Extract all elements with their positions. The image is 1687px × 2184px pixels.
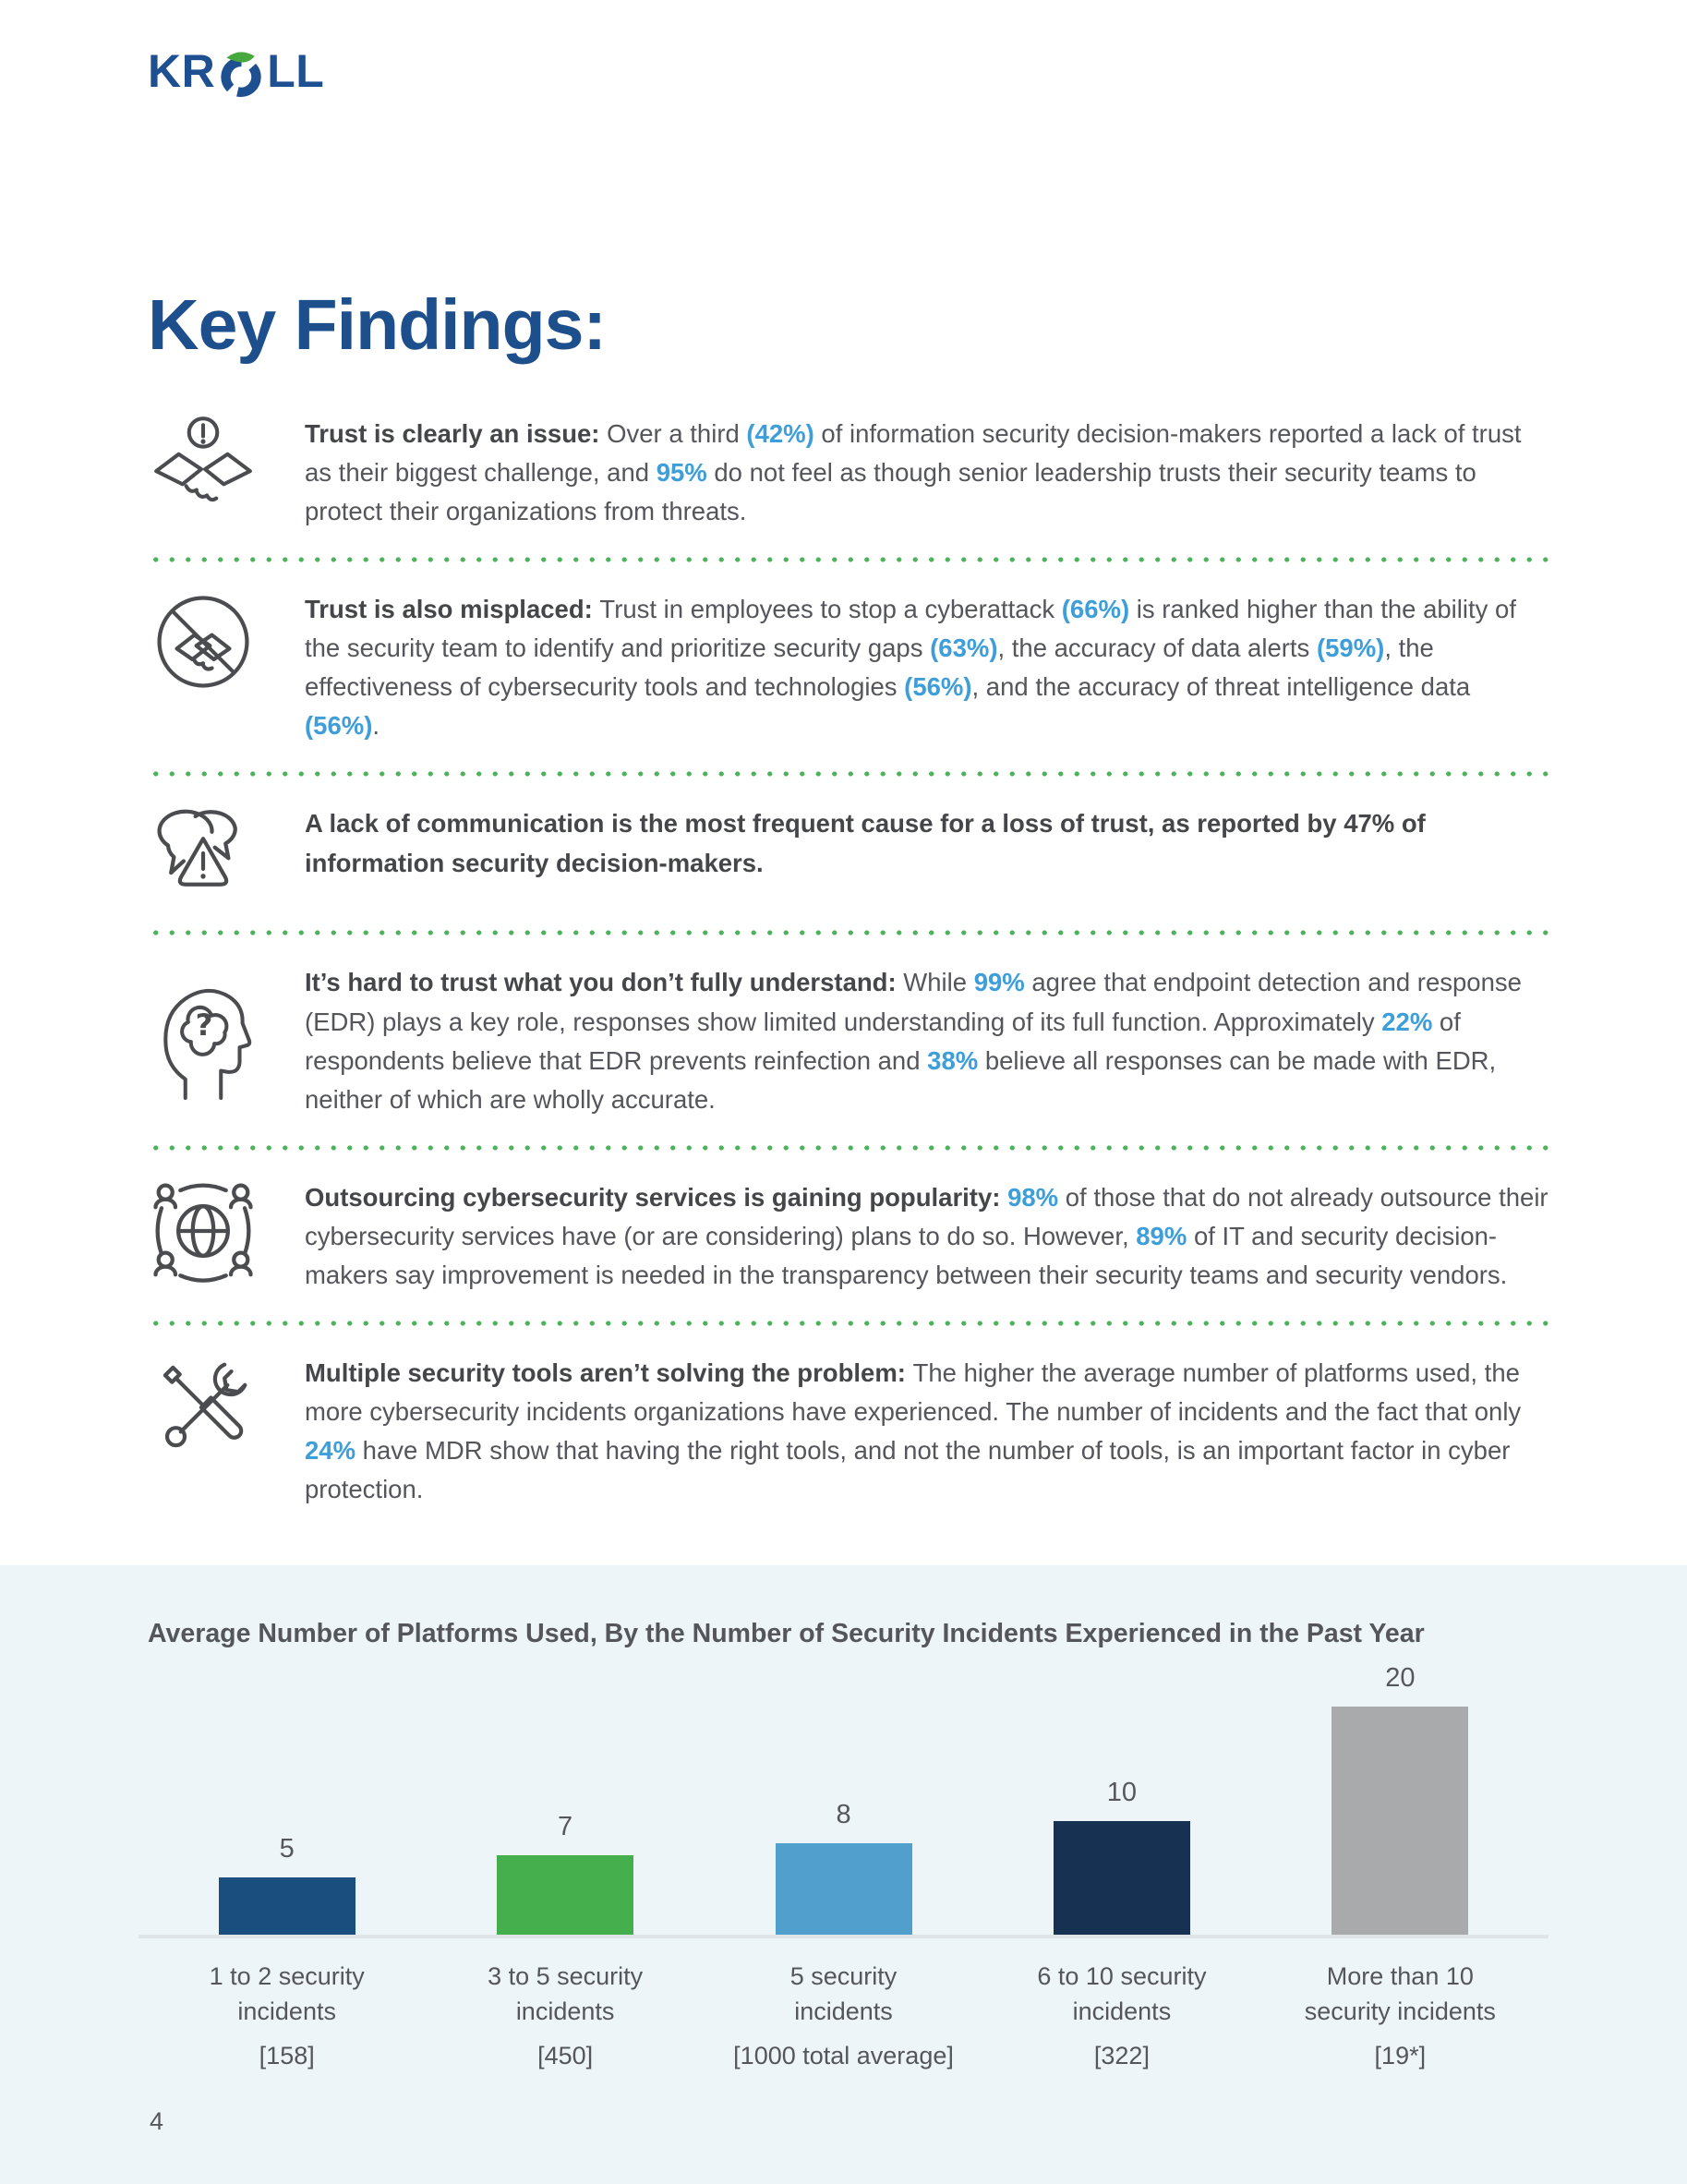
- chart-panel: Average Number of Platforms Used, By the…: [0, 1565, 1687, 2184]
- findings-list: Trust is clearly an issue: Over a third …: [148, 413, 1551, 1509]
- dotted-separator: [148, 930, 1551, 936]
- finding-text: Multiple security tools aren’t solving t…: [305, 1357, 1522, 1504]
- finding-item-trust-issue: Trust is clearly an issue: Over a third …: [148, 413, 1551, 531]
- bar-category-label: 5 security incidents [1000 total average]: [733, 1962, 954, 2069]
- finding-item-trust-misplaced: Trust is also misplaced: Trust in employ…: [148, 588, 1551, 745]
- chart-bars: 5 7 8 10 20: [148, 1662, 1539, 1935]
- finding-item-communication: A lack of communication is the most freq…: [148, 802, 1551, 904]
- chart-title: Average Number of Platforms Used, By the…: [148, 1619, 1425, 1648]
- head-question-icon: ?: [148, 961, 259, 1102]
- bar-value-label: 8: [836, 1800, 851, 1830]
- finding-item-edr-understanding: ? It’s hard to trust what you don’t full…: [148, 961, 1551, 1118]
- dotted-separator: [148, 1144, 1551, 1151]
- bar-group: 8: [705, 1800, 982, 1935]
- global-network-icon: [148, 1176, 259, 1285]
- bar-value-label: 7: [558, 1811, 573, 1841]
- page-content: KR LL Key Findings: Trus: [148, 44, 1551, 1509]
- chart-axis-line: [139, 1935, 1548, 1938]
- bar: [1332, 1707, 1469, 1935]
- bar-chart: 5 7 8 10 20 1 to 2 security incidents [158] 3 t…: [139, 1662, 1548, 2073]
- bar: [218, 1877, 355, 1935]
- bar-value-label: 5: [279, 1834, 295, 1864]
- bar-group: 7: [426, 1812, 704, 1935]
- bar: [1053, 1820, 1190, 1935]
- finding-item-outsourcing: Outsourcing cybersecurity services is ga…: [148, 1176, 1551, 1295]
- finding-text: It’s hard to trust what you don’t fully …: [305, 968, 1522, 1114]
- dotted-separator: [148, 1320, 1551, 1326]
- bar-group: 5: [148, 1834, 426, 1935]
- bar-group: 10: [982, 1777, 1260, 1935]
- bar: [497, 1854, 634, 1935]
- logo-text-kr: KR: [148, 45, 216, 97]
- dotted-separator: [148, 557, 1551, 563]
- bar: [775, 1843, 912, 1935]
- tools-icon: [148, 1352, 259, 1461]
- bar-category-label: More than 10 security incidents [19*]: [1304, 1962, 1496, 2069]
- chat-warning-icon: [148, 802, 259, 904]
- finding-text: A lack of communication is the most freq…: [305, 809, 1426, 877]
- bar-category-label: 1 to 2 security incidents [158]: [209, 1962, 365, 2069]
- finding-text: Outsourcing cybersecurity services is ga…: [305, 1182, 1548, 1289]
- dotted-separator: [148, 771, 1551, 778]
- no-handshake-icon: [148, 588, 259, 695]
- chart-labels: 1 to 2 security incidents [158] 3 to 5 secu…: [148, 1959, 1539, 2073]
- kroll-logo-o-icon: [221, 52, 261, 98]
- finding-text: Trust is clearly an issue: Over a third …: [305, 419, 1522, 526]
- kroll-logo: KR LL: [148, 44, 1551, 102]
- bar-category-label: 3 to 5 security incidents [450]: [488, 1962, 644, 2069]
- logo-text-ll: LL: [267, 45, 325, 97]
- bar-value-label: 10: [1106, 1777, 1138, 1807]
- bar-category-label: 6 to 10 security incidents [322]: [1037, 1962, 1207, 2069]
- svg-text:?: ?: [196, 1008, 213, 1043]
- page-number: 4: [150, 2107, 164, 2135]
- page-title: Key Findings:: [148, 285, 607, 365]
- bar-group: 20: [1261, 1663, 1539, 1935]
- handshake-alert-icon: [148, 413, 259, 516]
- bar-value-label: 20: [1385, 1663, 1416, 1693]
- finding-text: Trust is also misplaced: Trust in employ…: [305, 595, 1516, 741]
- finding-item-security-tools: Multiple security tools aren’t solving t…: [148, 1352, 1551, 1509]
